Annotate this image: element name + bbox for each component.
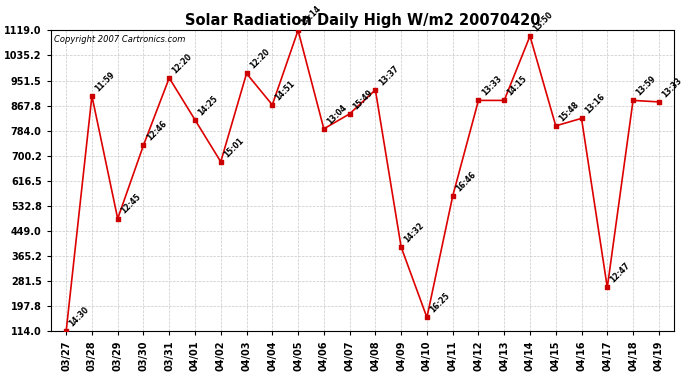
- Point: [241, 70, 252, 76]
- Point: [395, 244, 406, 250]
- Text: 11:59: 11:59: [93, 70, 117, 93]
- Point: [293, 27, 304, 33]
- Text: Copyright 2007 Cartronics.com: Copyright 2007 Cartronics.com: [54, 35, 185, 44]
- Text: 15:01: 15:01: [222, 136, 246, 159]
- Title: Solar Radiation Daily High W/m2 20070420: Solar Radiation Daily High W/m2 20070420: [185, 13, 540, 28]
- Point: [112, 216, 124, 222]
- Text: 13:59: 13:59: [634, 74, 658, 98]
- Text: 14:30: 14:30: [68, 305, 91, 328]
- Text: 16:25: 16:25: [428, 291, 452, 315]
- Text: 14:32: 14:32: [402, 221, 426, 244]
- Text: 13:04: 13:04: [325, 103, 348, 126]
- Text: 16:46: 16:46: [454, 170, 477, 194]
- Text: 14:14: 14:14: [299, 4, 323, 28]
- Text: 12:45: 12:45: [119, 192, 142, 216]
- Point: [576, 116, 587, 122]
- Point: [499, 98, 510, 104]
- Point: [344, 111, 355, 117]
- Text: 13:50: 13:50: [531, 10, 555, 33]
- Text: 12:47: 12:47: [609, 261, 632, 285]
- Text: 12:20: 12:20: [248, 47, 271, 71]
- Text: 13:33: 13:33: [480, 74, 503, 98]
- Point: [61, 328, 72, 334]
- Point: [653, 99, 664, 105]
- Text: 13:37: 13:37: [377, 64, 400, 87]
- Text: 13:16: 13:16: [583, 92, 607, 116]
- Point: [473, 98, 484, 104]
- Point: [190, 117, 201, 123]
- Point: [164, 75, 175, 81]
- Point: [138, 142, 149, 148]
- Text: 13:33: 13:33: [660, 76, 684, 99]
- Text: 15:49: 15:49: [351, 88, 375, 111]
- Point: [422, 314, 433, 320]
- Point: [524, 33, 535, 39]
- Point: [370, 87, 381, 93]
- Point: [602, 285, 613, 291]
- Point: [86, 93, 97, 99]
- Text: 15:48: 15:48: [557, 100, 580, 123]
- Text: 14:51: 14:51: [274, 79, 297, 102]
- Point: [550, 123, 561, 129]
- Point: [215, 159, 226, 165]
- Point: [267, 102, 278, 108]
- Text: 14:25: 14:25: [197, 94, 219, 117]
- Point: [627, 98, 638, 104]
- Text: 14:15: 14:15: [506, 74, 529, 98]
- Text: 12:46: 12:46: [145, 119, 168, 142]
- Text: 12:20: 12:20: [170, 52, 194, 75]
- Point: [447, 193, 458, 199]
- Point: [318, 126, 329, 132]
